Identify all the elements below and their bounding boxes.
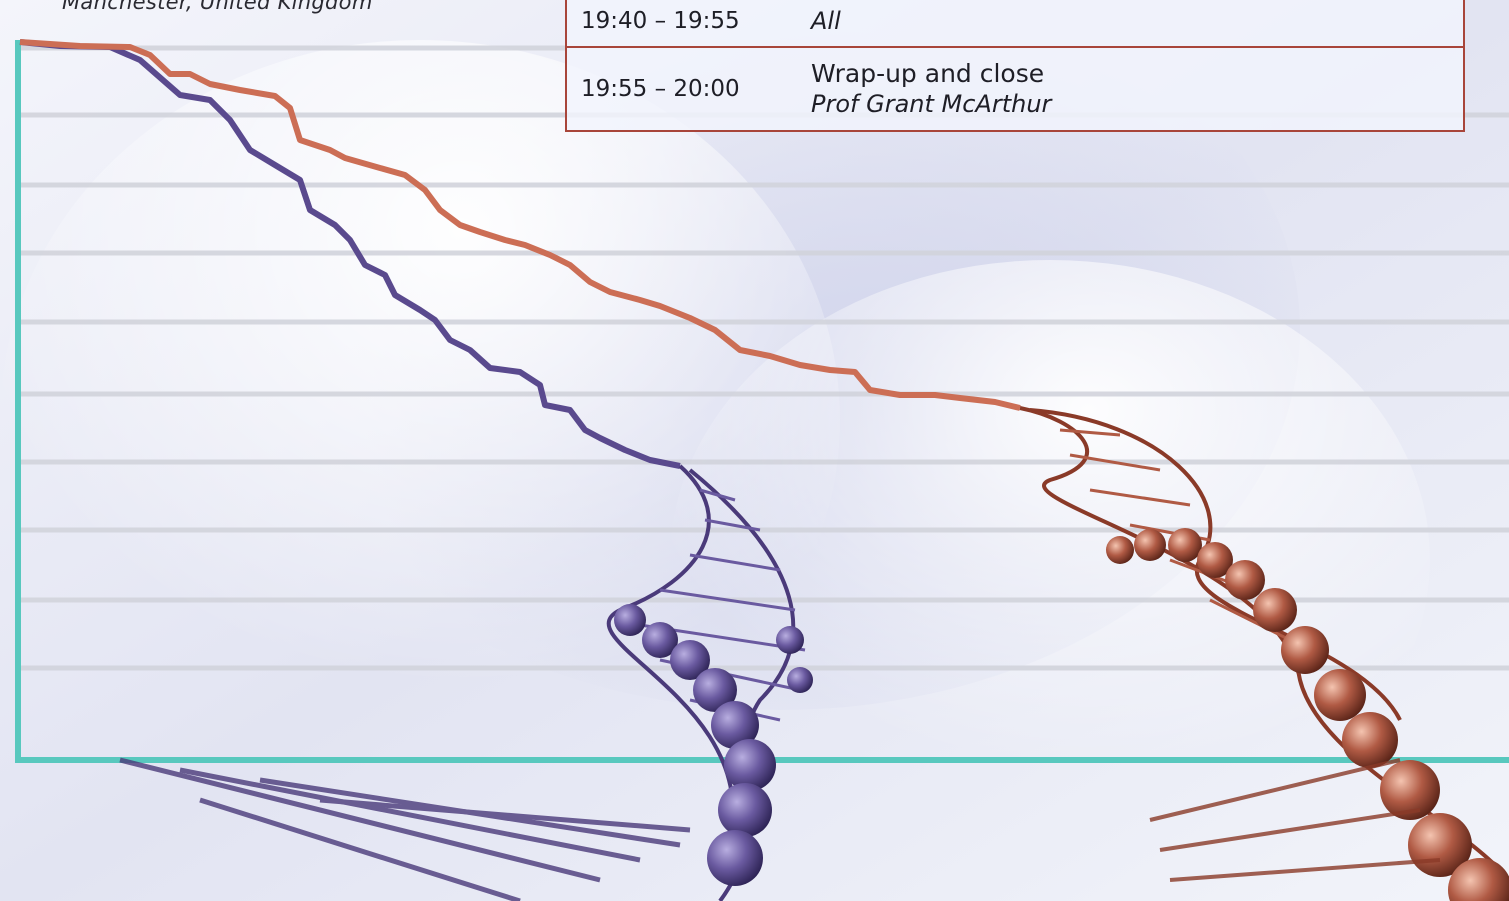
purple-curve bbox=[19, 39, 681, 469]
agenda-row: 19:55 – 20:00 Wrap-up and close Prof Gra… bbox=[567, 46, 1463, 130]
dna-helix-orange-icon bbox=[1019, 406, 1509, 901]
agenda-body: All bbox=[811, 6, 841, 36]
location-caption: Manchester, United Kingdom bbox=[62, 0, 373, 14]
agenda-speaker: Prof Grant McArthur bbox=[811, 90, 1052, 118]
agenda-table: 19:40 – 19:55 All 19:55 – 20:00 Wrap-up … bbox=[565, 0, 1465, 132]
agenda-speaker: All bbox=[811, 7, 841, 35]
agenda-body: Wrap-up and close Prof Grant McArthur bbox=[811, 59, 1051, 119]
agenda-time: 19:55 – 20:00 bbox=[581, 76, 740, 102]
agenda-row: 19:40 – 19:55 All bbox=[567, 0, 1463, 46]
agenda-time: 19:40 – 19:55 bbox=[581, 8, 740, 34]
grid-lines bbox=[20, 45, 1509, 671]
orange-curve bbox=[19, 39, 1021, 411]
dna-helix-purple-icon bbox=[119, 464, 813, 901]
agenda-title: Wrap-up and close bbox=[811, 59, 1045, 88]
